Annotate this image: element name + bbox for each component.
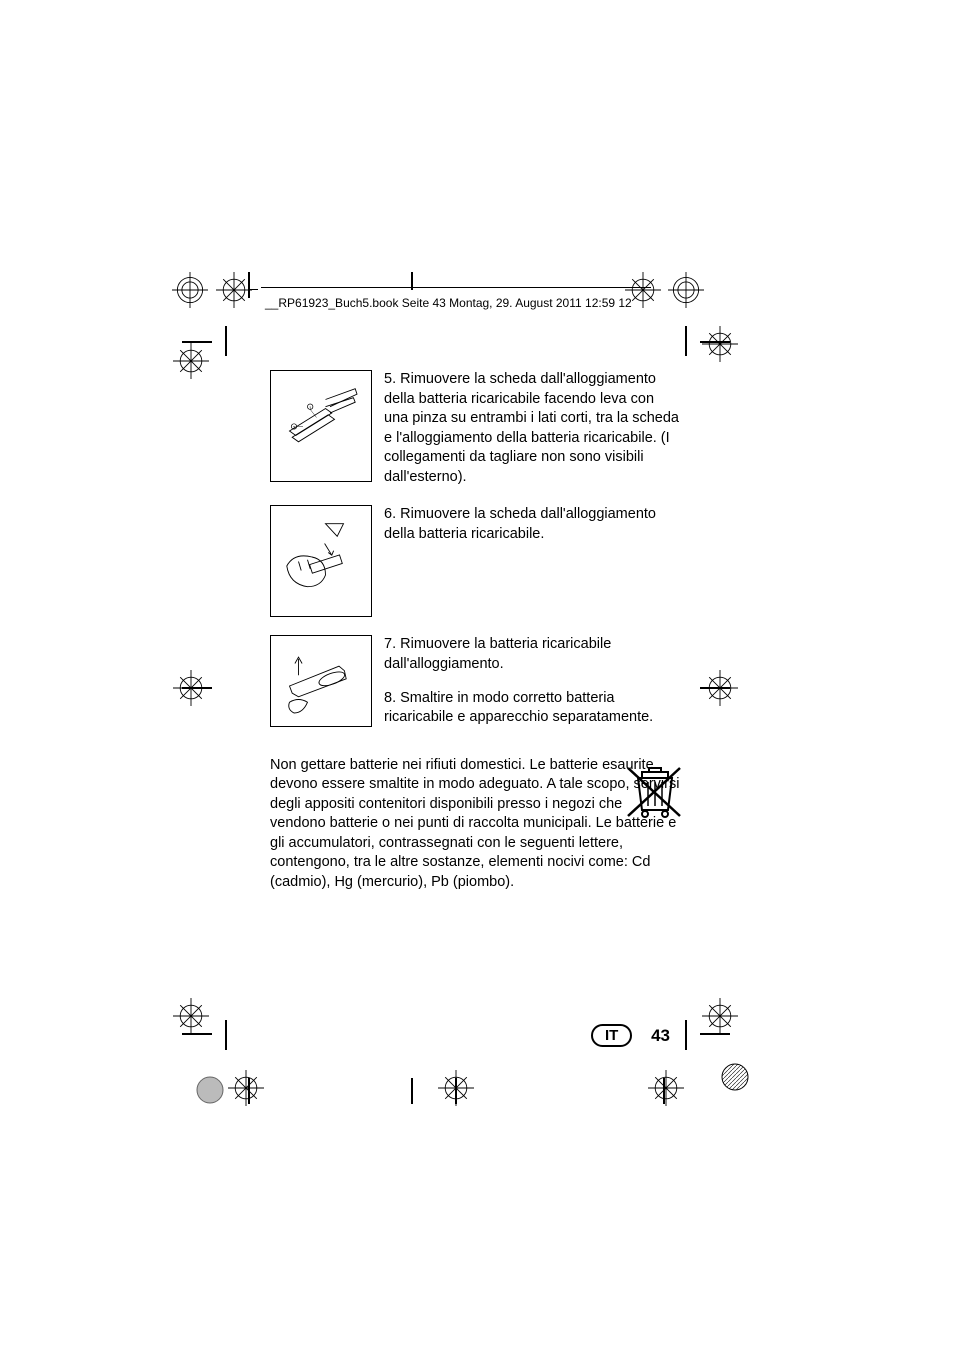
registration-mark <box>702 326 738 362</box>
step-7-8-text: 7. Rimuovere la batteria ricaricabile da… <box>384 635 680 727</box>
step-body: Rimuovere la batteria ricaricabile dall'… <box>384 636 611 672</box>
hatch-circle <box>195 1075 225 1105</box>
hatch-circle <box>720 1062 750 1092</box>
page-footer: IT 43 <box>270 1024 670 1047</box>
disposal-text: Non gettare batterie nei rifiuti domesti… <box>270 757 679 890</box>
registration-mark <box>173 670 209 706</box>
step-7-8-row: 7. Rimuovere la batteria ricaricabile da… <box>270 635 680 727</box>
registration-mark <box>228 1070 264 1106</box>
step-7-illustration <box>270 635 372 727</box>
step-6-text: 6. Rimuovere la scheda dall'alloggiament… <box>384 505 680 544</box>
crop-line <box>685 1020 687 1050</box>
header-text: __RP61923_Buch5.book Seite 43 Montag, 29… <box>265 296 632 310</box>
registration-mark <box>216 272 252 308</box>
step-num: 6. <box>384 506 396 522</box>
registration-mark <box>438 1070 474 1106</box>
registration-mark <box>702 670 738 706</box>
page-number: 43 <box>651 1026 670 1045</box>
crop-line <box>411 272 413 290</box>
crop-line <box>261 287 651 288</box>
step-num: 8. <box>384 690 396 706</box>
crop-line <box>411 1078 413 1104</box>
step-body: Rimuovere la scheda dall'alloggiamento d… <box>384 371 679 485</box>
registration-mark <box>172 272 208 308</box>
crop-line <box>225 1020 227 1050</box>
page-content: 1 2 5. Rimuovere la scheda dall'alloggia… <box>270 370 680 893</box>
crop-line <box>685 326 687 356</box>
step-6-illustration <box>270 505 372 617</box>
registration-mark <box>648 1070 684 1106</box>
language-badge: IT <box>591 1024 632 1047</box>
registration-mark <box>668 272 704 308</box>
crossed-bin-icon <box>620 758 690 828</box>
registration-mark <box>173 998 209 1034</box>
registration-mark <box>702 998 738 1034</box>
step-num: 7. <box>384 636 396 652</box>
crop-line <box>225 326 227 356</box>
step-5-row: 1 2 5. Rimuovere la scheda dall'alloggia… <box>270 370 680 487</box>
step-5-illustration: 1 2 <box>270 370 372 482</box>
step-body: Rimuovere la scheda dall'alloggiamento d… <box>384 506 656 542</box>
step-5-text: 5. Rimuovere la scheda dall'alloggiament… <box>384 370 680 487</box>
disposal-section: Non gettare batterie nei rifiuti domesti… <box>270 756 680 893</box>
step-num: 5. <box>384 371 396 387</box>
step-6-row: 6. Rimuovere la scheda dall'alloggiament… <box>270 505 680 617</box>
step-body: Smaltire in modo corretto batteria ricar… <box>384 690 653 726</box>
registration-mark <box>173 343 209 379</box>
